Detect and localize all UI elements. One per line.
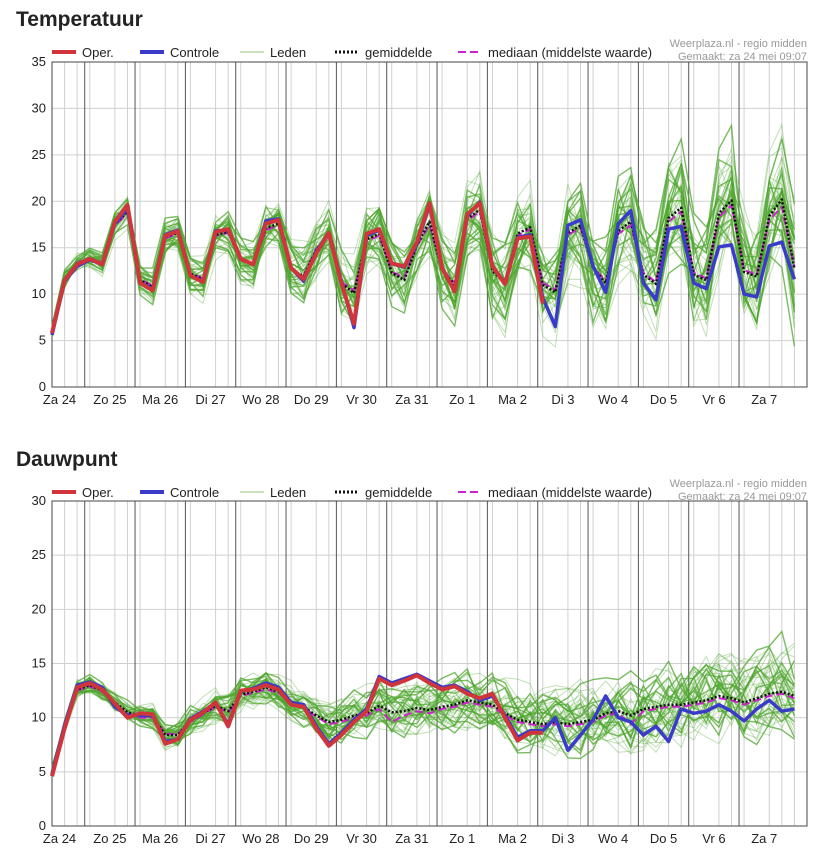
plot-frame <box>51 500 808 827</box>
leden-line <box>51 190 796 338</box>
leden-line <box>51 672 796 772</box>
legend-leden-label: Leden <box>270 45 306 60</box>
temperature-title: Temperatuur <box>16 8 143 31</box>
dewpoint-chart: 0 5 10 15 20 25 30 Za 24 Zo 25 Ma 26 Di 27 Wo 28 Do … <box>32 478 808 846</box>
legend: Oper. Controle Leden gemiddelde mediaan (mid… <box>52 45 652 60</box>
day-grid <box>84 62 740 387</box>
legend-controle-label: Controle <box>170 45 219 60</box>
leden-line <box>51 182 795 331</box>
y-tick-label: 0 <box>39 379 46 394</box>
leden-line <box>51 645 795 768</box>
leden-line <box>51 155 795 331</box>
source-line-1: Weerplaza.nl - regio midden <box>670 38 807 50</box>
x-tick-label: Za 7 <box>751 392 777 407</box>
x-tick-label: Ma 26 <box>142 392 178 407</box>
leden-line <box>51 664 795 769</box>
legend-oper-label: Oper. <box>82 485 114 500</box>
x-tick-label: Wo 28 <box>242 392 279 407</box>
x-tick-label: Ma 2 <box>498 831 527 846</box>
leden-line <box>51 648 795 771</box>
y-tick-label: 20 <box>32 601 46 616</box>
legend-gemiddelde-label: gemiddelde <box>365 485 432 500</box>
x-tick-label: Di 3 <box>551 831 574 846</box>
source-line-1: Weerplaza.nl - regio midden <box>670 478 807 490</box>
x-tick-label: Za 24 <box>43 392 76 407</box>
x-tick-label: Zo 1 <box>449 392 475 407</box>
leden-line <box>51 122 795 327</box>
y-tick-label: 5 <box>39 333 46 348</box>
leden-line <box>51 146 795 338</box>
x-tick-label: Za 31 <box>395 392 428 407</box>
x-tick-label: Wo 4 <box>598 392 628 407</box>
leden-line <box>51 168 796 332</box>
leden-line <box>51 654 795 769</box>
temperature-panel: Temperatuur 0 5 10 15 20 25 30 35 Za 24 Zo 25 Ma 2… <box>0 0 817 420</box>
legend-oper-label: Oper. <box>82 45 114 60</box>
y-tick-label: 15 <box>32 240 46 255</box>
x-tick-label: Zo 25 <box>93 831 126 846</box>
x-tick-label: Do 29 <box>294 831 329 846</box>
leden-line <box>51 683 795 775</box>
x-tick-label: Di 27 <box>195 392 225 407</box>
source-line-2: Gemaakt: za 24 mei 09:07 <box>678 491 807 503</box>
legend-mediaan-label: mediaan (middelste waarde) <box>488 485 652 500</box>
leden-line <box>51 645 795 768</box>
x-tick-label: Za 31 <box>395 831 428 846</box>
leden-line <box>51 652 795 772</box>
x-tick-label: Za 7 <box>751 831 777 846</box>
leden-line <box>51 672 795 775</box>
x-tick-label: Wo 28 <box>242 831 279 846</box>
x-tick-label: Za 24 <box>43 831 76 846</box>
y-tick-label: 10 <box>32 286 46 301</box>
plot-frame <box>51 61 808 388</box>
x-tick-label: Di 3 <box>551 392 574 407</box>
leden-members <box>51 630 796 778</box>
temperature-chart: 0 5 10 15 20 25 30 35 Za 24 Zo 25 Ma 26 Di 27 Wo 28 D… <box>32 38 808 407</box>
source-line-2: Gemaakt: za 24 mei 09:07 <box>678 51 807 63</box>
x-tick-label: Vr 30 <box>346 392 377 407</box>
gemiddelde-line <box>50 683 795 773</box>
x-tick-label: Vr 30 <box>346 831 377 846</box>
x-tick-label: Zo 1 <box>449 831 475 846</box>
y-tick-label: 25 <box>32 147 46 162</box>
y-tick-label: 15 <box>32 656 46 671</box>
mediaan-line <box>51 204 796 331</box>
legend-leden-label: Leden <box>270 485 306 500</box>
legend: Oper. Controle Leden gemiddelde mediaan (mid… <box>52 485 652 500</box>
y-tick-label: 25 <box>32 547 46 562</box>
y-tick-label: 5 <box>39 764 46 779</box>
y-tick-label: 20 <box>32 193 46 208</box>
y-tick-label: 35 <box>32 54 46 69</box>
y-tick-label: 30 <box>32 100 46 115</box>
day-grid <box>84 501 740 826</box>
x-tick-label: Do 29 <box>294 392 329 407</box>
y-tick-label: 10 <box>32 710 46 725</box>
x-tick-label: Zo 25 <box>93 392 126 407</box>
x-tick-label: Vr 6 <box>702 831 725 846</box>
y-tick-label: 0 <box>39 818 46 833</box>
x-tick-label: Wo 4 <box>598 831 628 846</box>
x-tick-label: Do 5 <box>650 392 677 407</box>
x-tick-label: Ma 26 <box>142 831 178 846</box>
x-tick-label: Di 27 <box>195 831 225 846</box>
legend-mediaan-label: mediaan (middelste waarde) <box>488 45 652 60</box>
oper-line <box>50 673 543 777</box>
leden-line <box>51 162 796 328</box>
y-tick-label: 30 <box>32 493 46 508</box>
x-tick-label: Ma 2 <box>498 392 527 407</box>
oper-line <box>50 201 545 334</box>
leden-line <box>51 170 796 326</box>
legend-controle-label: Controle <box>170 485 219 500</box>
leden-line <box>51 659 796 769</box>
x-tick-label: Do 5 <box>650 831 677 846</box>
legend-gemiddelde-label: gemiddelde <box>365 45 432 60</box>
dewpoint-title: Dauwpunt <box>16 448 118 471</box>
dewpoint-panel: Dauwpunt 0 5 10 15 20 25 30 Za 24 Zo 25 Ma 26 Di 2… <box>0 440 817 857</box>
x-tick-label: Vr 6 <box>702 392 725 407</box>
